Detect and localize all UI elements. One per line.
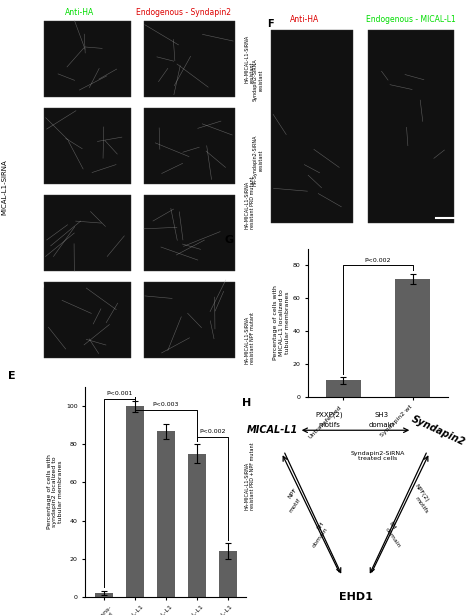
Text: domain: domain <box>369 423 395 428</box>
Bar <box>44 282 131 358</box>
Text: HA-MICAL-L1-SiRNA
resistant: HA-MICAL-L1-SiRNA resistant <box>244 34 255 82</box>
Text: E: E <box>8 371 16 381</box>
Bar <box>271 30 353 223</box>
Bar <box>144 21 236 97</box>
Text: P<0.001: P<0.001 <box>106 391 133 396</box>
Text: Syndapin2-SiRNA
resistant: Syndapin2-SiRNA resistant <box>253 58 264 101</box>
Text: D: D <box>35 282 43 292</box>
Text: A: A <box>35 21 43 31</box>
Text: motif: motif <box>288 497 301 514</box>
Text: P<0.002: P<0.002 <box>365 258 391 263</box>
Text: P<0.002: P<0.002 <box>199 429 226 434</box>
Y-axis label: Percentage of cells with
MICAL-L1 localized to
tubular membranes: Percentage of cells with MICAL-L1 locali… <box>273 285 290 360</box>
Bar <box>44 21 131 97</box>
Bar <box>395 279 430 397</box>
Text: Anti-HA: Anti-HA <box>64 8 94 17</box>
Bar <box>326 380 361 397</box>
Text: motifs: motifs <box>413 496 428 515</box>
Bar <box>219 551 237 597</box>
Y-axis label: Percentage of cells with
syndapin2 localized to
tubular membranes: Percentage of cells with syndapin2 local… <box>46 454 63 530</box>
Bar <box>126 407 144 597</box>
Text: HA-Syndapin2-SiRNA
resistant: HA-Syndapin2-SiRNA resistant <box>253 134 264 186</box>
Bar <box>188 454 206 597</box>
Text: domain: domain <box>312 526 329 549</box>
Text: H: H <box>242 398 251 408</box>
Text: HA-MICAL-L1-SiRNA
resistant PRD mutant: HA-MICAL-L1-SiRNA resistant PRD mutant <box>244 177 255 229</box>
Bar <box>144 282 236 358</box>
Text: HA-MICAL-L1-SiRNA
resistant NPF mutant: HA-MICAL-L1-SiRNA resistant NPF mutant <box>244 312 255 364</box>
Bar <box>44 108 131 184</box>
Bar <box>95 593 113 597</box>
Bar <box>144 195 236 271</box>
Text: HA-MICAL-L1-SiRNA
resistant PRD +NPF mutant: HA-MICAL-L1-SiRNA resistant PRD +NPF mut… <box>244 443 255 510</box>
Text: MICAL-L1: MICAL-L1 <box>247 425 298 435</box>
Text: C: C <box>35 195 43 205</box>
Text: domain: domain <box>384 526 401 549</box>
Text: Endogenous - MICAL-L1: Endogenous - MICAL-L1 <box>366 15 456 23</box>
Bar <box>144 108 236 184</box>
Text: PXXP(2): PXXP(2) <box>316 411 343 418</box>
Text: Syndapin2: Syndapin2 <box>410 413 467 447</box>
Text: NPF: NPF <box>287 487 298 499</box>
Bar <box>44 195 131 271</box>
Text: EH: EH <box>388 521 397 531</box>
Text: NPF(2): NPF(2) <box>413 483 429 503</box>
Text: P<0.003: P<0.003 <box>153 402 179 407</box>
X-axis label: Syndapin2-SiRNA
treated cells: Syndapin2-SiRNA treated cells <box>351 451 405 461</box>
Text: G: G <box>224 235 233 245</box>
Text: motifs: motifs <box>319 423 340 428</box>
Text: MICAL-L1-SIRNA: MICAL-L1-SIRNA <box>2 160 8 215</box>
Text: Anti-HA: Anti-HA <box>290 15 319 23</box>
Text: F: F <box>267 19 274 29</box>
Text: Endogenous - Syndapin2: Endogenous - Syndapin2 <box>136 8 231 17</box>
Bar <box>368 30 454 223</box>
Text: B: B <box>35 108 43 117</box>
Bar <box>156 431 175 597</box>
Text: EHD1: EHD1 <box>338 592 373 601</box>
Text: SH3: SH3 <box>374 412 389 418</box>
Text: EH: EH <box>316 521 325 531</box>
